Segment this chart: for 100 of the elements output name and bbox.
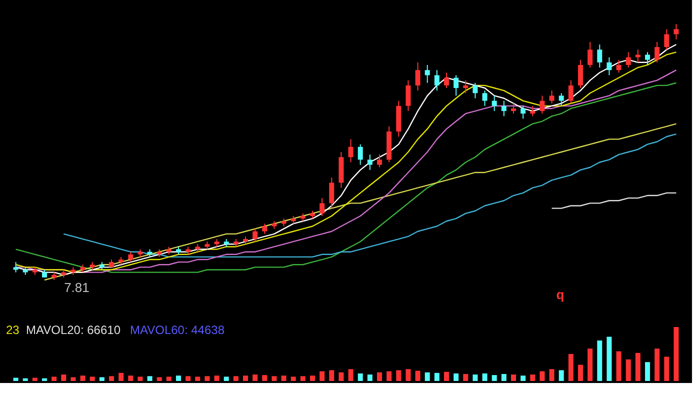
bar [549,369,554,381]
bar [501,374,506,381]
bar [472,374,478,381]
bar [52,376,57,381]
bar [214,376,220,381]
bar [61,374,66,381]
bar [530,374,536,381]
candlestick [674,24,679,40]
bar [511,374,516,381]
candlestick [424,64,430,84]
bar [224,376,229,381]
candlestick [626,52,631,68]
bar [434,372,440,381]
bar [262,375,268,381]
candlestick [654,41,660,63]
candlestick [482,90,488,106]
bar [606,336,612,381]
bar [338,372,344,381]
bar [128,376,134,381]
bar [118,372,124,381]
bar [99,377,104,381]
bar [463,374,468,381]
annotation: MAVOL60: 44638 [130,323,225,337]
candlestick [472,82,478,99]
candlestick [252,228,258,242]
bar [558,370,564,381]
annotation: 7.81 [64,280,90,295]
candlestick [492,95,497,112]
bar [578,364,583,381]
bar [176,376,181,381]
bar [138,376,143,381]
bar [588,348,593,381]
candlestick [377,154,382,168]
bar [367,374,372,381]
candlestick [358,144,363,166]
bar [482,373,488,381]
candlestick [434,70,440,92]
bar [252,374,258,381]
bar [568,354,574,381]
candlestick [13,262,18,273]
candlestick [530,105,536,117]
candlestick [406,80,411,112]
bar [90,376,95,381]
bar [13,378,18,381]
bar [300,376,306,381]
bar [645,362,650,381]
bar [424,372,430,381]
candlestick [511,102,516,114]
candlestick [128,251,134,263]
bar [396,370,402,381]
bar [281,376,286,381]
candlestick [645,52,650,66]
bar [195,376,200,381]
candlestick [540,95,545,114]
bar [42,378,47,381]
bar [626,359,631,381]
bar [616,351,622,381]
candlestick [463,80,468,94]
bar [204,376,210,381]
bar [415,370,420,381]
candlestick [588,41,593,68]
candlestick [568,80,574,104]
bar [70,377,76,381]
bar [348,369,354,381]
bar [635,352,640,381]
candlestick [558,92,564,106]
bar [444,372,449,381]
bar [166,376,172,381]
candlestick [616,59,622,74]
bar [540,371,545,381]
bar [664,356,670,381]
candlestick [262,223,268,234]
bar [156,377,162,381]
bar [674,327,679,381]
bar [80,376,86,381]
bar [597,340,602,381]
candlestick [549,90,554,104]
bar [290,376,296,381]
bar [329,370,334,381]
bar [358,373,363,381]
bar [320,371,325,381]
candlestick [320,198,325,216]
annotation: 23 [6,323,20,337]
bar [310,376,315,381]
bar [22,378,28,381]
candlestick [415,62,420,92]
candlestick [606,56,612,76]
candlestick [520,105,526,120]
candlestick [501,100,506,117]
bar [654,348,660,381]
candlestick [578,59,583,88]
bar [377,372,382,381]
text: q [556,287,564,302]
candlestick [329,177,334,209]
bar [454,373,459,381]
candlestick [454,74,459,96]
bar [406,369,411,381]
annotation: MAVOL20: 66610 [26,323,121,337]
candlestick [367,154,372,170]
bar [492,375,497,381]
